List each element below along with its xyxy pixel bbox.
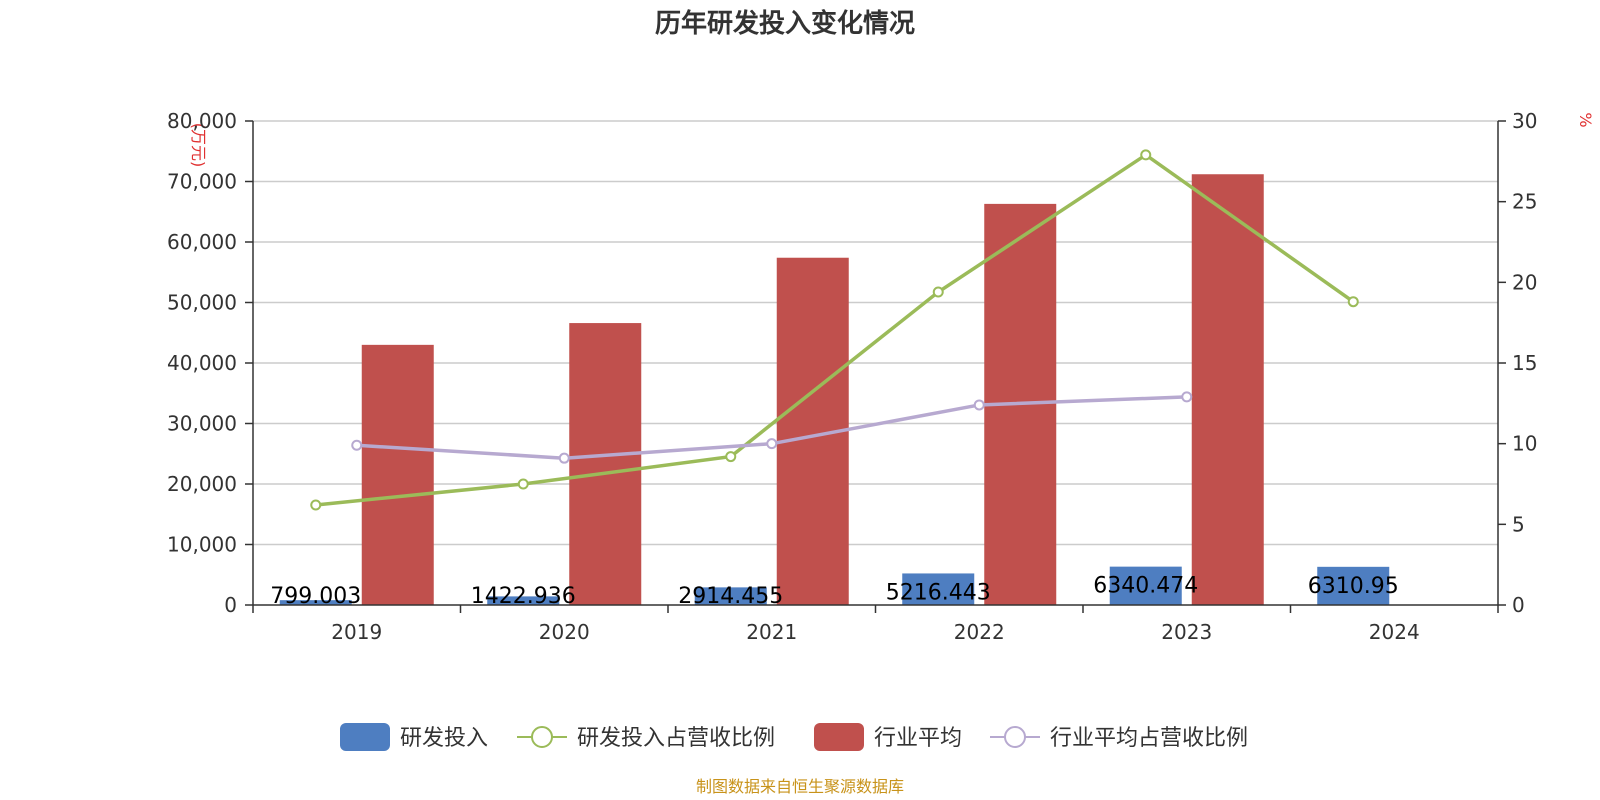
data-labels: 799.003 1422.936 2914.455 5216.443 6340.474 6… [270, 574, 1398, 609]
legend-swatch-marker [1004, 726, 1026, 748]
bar-rd-2022 [902, 573, 975, 605]
bar-industry-2020 [569, 323, 642, 605]
y-left-tick-label: 80,000 [167, 109, 237, 133]
legend-swatch-marker [531, 726, 553, 748]
y-right-tick-label: 20 [1512, 270, 1537, 294]
point-rd-ratio [1140, 149, 1152, 161]
grid-lines [253, 120, 1498, 546]
data-label: 6340.474 [1093, 574, 1198, 599]
data-label: 2914.455 [678, 584, 783, 609]
point-industry-ratio [351, 439, 363, 451]
chart-title: 历年研发投入变化情况 [655, 8, 915, 39]
legend-swatch-bar [340, 723, 390, 751]
y-left-tick-label: 40,000 [167, 351, 237, 375]
legend-swatch-bar [814, 723, 864, 751]
bar-rd-2019 [279, 600, 352, 605]
legend-label: 研发投入占营收比例 [577, 726, 775, 751]
y-right-tick-label: 30 [1512, 109, 1537, 133]
point-industry-ratio [766, 438, 778, 450]
point-rd-ratio [1347, 296, 1359, 308]
y-right-tick-label: 15 [1512, 351, 1537, 375]
lines [310, 149, 1359, 511]
bar-industry-2019 [361, 344, 434, 605]
data-label: 6310.95 [1308, 574, 1399, 599]
point-rd-ratio [517, 478, 529, 490]
y-right-unit: % [1576, 112, 1595, 127]
source-note: 制图数据来自恒生聚源数据库 [696, 777, 904, 796]
legend: 研发投入 研发投入占营收比例 行业平均 行业平均占营收比例 [340, 723, 1248, 751]
x-tick-label: 2020 [539, 620, 590, 644]
bar-industry-2023 [1191, 174, 1264, 606]
bars [279, 174, 1390, 606]
y-right-tick-label: 10 [1512, 432, 1537, 456]
axes: 0 10,000 20,000 30,000 40,000 50,000 60,000 70,… [167, 109, 1537, 644]
bar-rd-2020 [487, 596, 560, 605]
y-left-tick-label: 20,000 [167, 472, 237, 496]
point-rd-ratio [310, 499, 322, 511]
bar-rd-2021 [694, 587, 767, 605]
y-right-tick-label: 5 [1512, 512, 1525, 536]
legend-label: 研发投入 [400, 726, 488, 751]
x-tick-label: 2022 [954, 620, 1005, 644]
y-left-tick-label: 0 [224, 593, 237, 617]
y-left-tick-label: 30,000 [167, 412, 237, 436]
y-right-tick-label: 25 [1512, 190, 1537, 214]
y-left-unit: (万元) [189, 123, 208, 168]
y-left-tick-label: 10,000 [167, 533, 237, 557]
data-label: 5216.443 [886, 580, 991, 605]
legend-label: 行业平均 [874, 726, 962, 751]
bar-rd-2024 [1317, 566, 1390, 605]
point-industry-ratio [558, 452, 570, 464]
bar-rd-2023 [1109, 566, 1182, 605]
legend-label: 行业平均占营收比例 [1050, 726, 1248, 751]
y-right-tick-label: 0 [1512, 593, 1525, 617]
x-tick-label: 2023 [1161, 620, 1212, 644]
x-tick-label: 2021 [746, 620, 797, 644]
point-industry-ratio [1181, 391, 1193, 403]
line-rd-ratio [315, 152, 1355, 507]
y-left-tick-label: 50,000 [167, 291, 237, 315]
y-left-tick-label: 70,000 [167, 170, 237, 194]
y-left-tick-label: 60,000 [167, 230, 237, 254]
data-label: 799.003 [270, 584, 361, 609]
data-label: 1422.936 [471, 584, 576, 609]
point-rd-ratio [932, 286, 944, 298]
x-tick-label: 2024 [1369, 620, 1420, 644]
point-rd-ratio [725, 451, 737, 463]
point-industry-ratio [973, 399, 985, 411]
x-tick-label: 2019 [331, 620, 382, 644]
